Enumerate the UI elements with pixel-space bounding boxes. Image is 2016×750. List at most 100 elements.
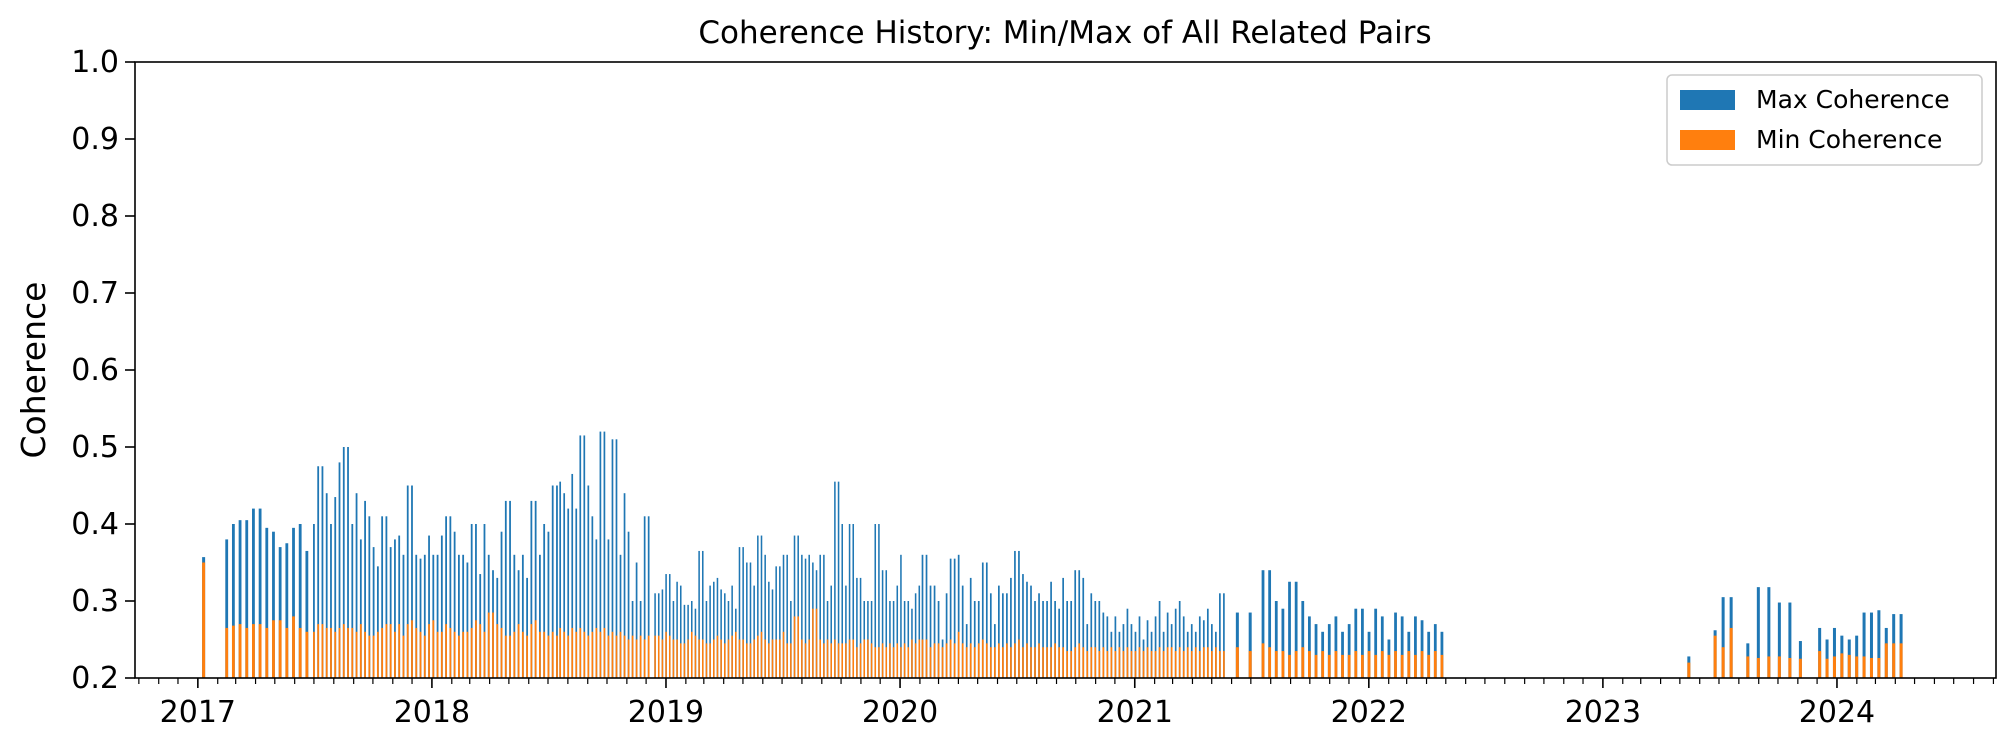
min-coherence-bar	[998, 643, 1000, 678]
min-coherence-bar	[760, 631, 763, 678]
y-tick-label: 1.0	[71, 45, 119, 80]
min-coherence-bar	[815, 608, 818, 678]
min-coherence-bar	[1899, 643, 1903, 678]
min-coherence-bar	[571, 627, 574, 678]
max-coherence-bar	[579, 435, 582, 678]
min-coherence-bar	[945, 643, 948, 678]
min-coherence-bar	[1022, 647, 1024, 678]
max-coherence-bar	[1374, 608, 1378, 678]
min-coherence-bar	[705, 643, 708, 678]
max-coherence-bar	[526, 577, 529, 678]
x-tick-label: 2022	[1331, 695, 1407, 730]
max-coherence-bar	[804, 558, 807, 678]
max-coherence-bar	[1174, 608, 1177, 678]
min-coherence-bar	[1361, 654, 1364, 678]
min-coherence-bar	[911, 639, 913, 678]
min-coherence-bar	[925, 639, 928, 678]
min-coherence-bar	[1102, 647, 1105, 678]
max-coherence-bar	[1070, 601, 1073, 678]
min-coherence-bar	[953, 643, 956, 678]
max-coherence-bar	[1166, 612, 1169, 678]
min-coherence-bar	[556, 635, 558, 678]
max-coherence-bar	[698, 550, 700, 678]
max-coherence-bar	[317, 466, 320, 678]
min-coherence-bar	[317, 624, 320, 678]
max-coherence-bar	[782, 554, 785, 678]
max-coherence-bar	[977, 601, 980, 678]
max-coherence-bar	[1098, 601, 1101, 678]
max-coherence-bar	[892, 601, 895, 678]
max-coherence-bar	[1010, 577, 1012, 678]
max-coherence-bar	[389, 547, 392, 678]
min-coherence-bar	[804, 643, 807, 678]
max-coherence-bar	[793, 535, 796, 678]
max-coherence-bar	[1394, 612, 1397, 678]
min-coherence-bar	[892, 647, 895, 678]
min-coherence-bar	[359, 624, 362, 678]
max-coherence-bar	[885, 570, 888, 678]
min-coherence-bar	[1042, 647, 1044, 678]
max-coherence-bar	[449, 516, 452, 678]
max-coherence-bar	[1022, 574, 1024, 678]
max-coherence-bar	[1038, 593, 1040, 678]
min-coherence-bar	[440, 631, 443, 678]
min-coherence-bar	[1090, 647, 1093, 678]
y-tick-label: 0.4	[71, 507, 119, 542]
max-coherence-bar	[1090, 593, 1093, 678]
max-coherence-bar	[1777, 602, 1781, 678]
min-coherence-bar	[793, 616, 796, 678]
min-coherence-bar	[1347, 654, 1351, 678]
max-coherence-bar	[278, 547, 282, 678]
max-coherence-bar	[998, 585, 1000, 678]
max-coherence-bar	[258, 508, 262, 678]
min-coherence-bar	[1713, 635, 1717, 678]
min-coherence-bar	[1018, 639, 1020, 678]
min-coherence-bar	[903, 643, 906, 678]
min-coherence-bar	[1146, 647, 1149, 678]
min-coherence-bar	[1400, 654, 1404, 678]
max-coherence-bar	[1046, 601, 1048, 678]
max-coherence-bar	[411, 485, 413, 678]
min-coherence-bar	[539, 631, 541, 678]
max-coherence-bar	[423, 554, 426, 678]
max-coherence-bar	[225, 539, 229, 678]
min-coherence-bar	[470, 627, 473, 678]
min-coherence-bar	[989, 647, 992, 678]
min-coherence-bar	[492, 612, 494, 678]
min-coherence-bar	[771, 639, 774, 678]
max-coherence-bar	[513, 554, 516, 678]
min-coherence-bar	[1134, 651, 1137, 678]
max-coherence-bar	[534, 500, 537, 678]
max-coherence-bar	[665, 574, 667, 678]
min-coherence-bar	[819, 639, 821, 678]
min-coherence-bar	[643, 639, 646, 678]
max-coherence-bar	[797, 535, 799, 678]
min-coherence-bar	[1321, 651, 1325, 678]
max-coherence-bar	[376, 566, 379, 678]
max-coherence-bar	[432, 554, 435, 678]
x-tick-label: 2019	[628, 695, 704, 730]
max-coherence-bar	[571, 473, 574, 678]
min-coherence-bar	[981, 639, 984, 678]
max-coherence-bar	[808, 554, 810, 678]
min-coherence-bar	[423, 635, 426, 678]
min-coherence-bar	[449, 627, 452, 678]
min-coherence-bar	[914, 643, 917, 678]
max-coherence-bar	[713, 581, 715, 678]
min-coherence-bar	[1194, 647, 1197, 678]
max-coherence-bar	[929, 585, 932, 678]
y-tick-label: 0.6	[71, 353, 119, 388]
min-coherence-bar	[376, 631, 379, 678]
max-coherence-bar	[1154, 616, 1157, 678]
min-coherence-bar	[929, 647, 932, 678]
max-coherence-bar	[1788, 602, 1792, 678]
legend-label-min: Min Coherence	[1756, 125, 1942, 154]
max-coherence-bar	[321, 466, 324, 678]
max-coherence-bar	[1050, 581, 1052, 678]
max-coherence-bar	[1054, 601, 1056, 678]
max-coherence-bar	[603, 431, 606, 678]
max-coherence-bar	[1034, 601, 1036, 678]
min-coherence-bar	[402, 635, 405, 678]
min-coherence-bar	[252, 624, 255, 678]
min-coherence-bar	[1798, 658, 1802, 678]
